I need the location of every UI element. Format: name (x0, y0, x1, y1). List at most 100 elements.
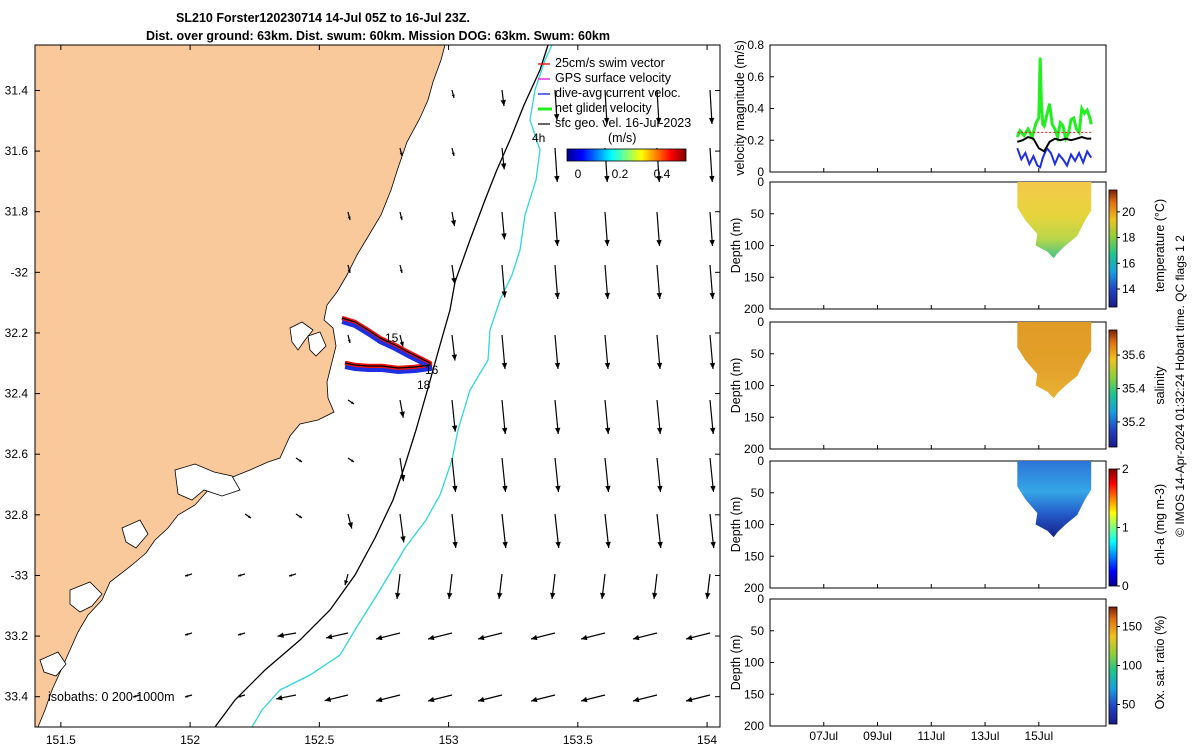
map-legend: 25cm/s swim vector GPS surface velocity … (538, 56, 691, 130)
velocity-series (1015, 57, 1093, 169)
velocity-arrow (399, 457, 406, 482)
depth-tick-label: 100 (744, 656, 764, 670)
depth-tick-label: 200 (744, 442, 764, 456)
velocity-arrow (244, 513, 252, 519)
time-label: 18 (417, 378, 431, 392)
depth-tick-label: 150 (744, 549, 764, 563)
legend-swim-vector: 25cm/s swim vector (555, 56, 665, 70)
velocity-arrow (500, 147, 507, 170)
velocity-arrow (580, 694, 606, 703)
velocity-arrow (344, 573, 349, 586)
colorbar-tick-label: 20 (1122, 205, 1136, 219)
depth-axis-label: Depth (m) (729, 358, 743, 414)
credit-text: © IMOS 14-Apr-2024 01:32:24 Hobart time.… (1173, 235, 1187, 537)
colorbar-tick-label: 35.2 (1122, 415, 1146, 429)
salinity-panel: 0 50 100 150 200 Depth (m) 35.6 35.4 35.2 salinit… (729, 315, 1167, 456)
map-ytick-label: -33 (11, 568, 29, 582)
map-ytick-label: 31.8 (5, 205, 29, 219)
velocity-arrow (184, 573, 193, 577)
velocity-arrow (325, 632, 349, 640)
velocity-arrow (632, 694, 658, 703)
velocity-series-line (1017, 135, 1092, 153)
velocity-arrow (709, 457, 716, 493)
depth-axis-label: Depth (m) (729, 497, 743, 553)
track-blue (341, 320, 432, 375)
depth-axis-label: Depth (m) (729, 635, 743, 691)
time-xtick-label: 09Jul (863, 729, 892, 743)
velocity-arrow (347, 399, 355, 405)
depth-tick-label: 0 (757, 315, 764, 329)
velocity-arrow (375, 632, 401, 641)
depth-tick-label: 200 (744, 719, 764, 733)
depth-tick-label: 0 (757, 175, 764, 189)
velocity-arrow (501, 457, 508, 493)
isobath-200m (214, 45, 549, 727)
velocity-arrow (399, 513, 406, 543)
depth-tick-label: 50 (751, 207, 765, 221)
salinity-colorbar-label: salinity (1153, 366, 1167, 405)
velocity-arrow (477, 694, 503, 703)
velocity-arrow (709, 399, 716, 435)
velocity-arrow (347, 334, 351, 344)
map-colorbar: (m/s) 0 0.2 0.4 (566, 131, 687, 181)
temperature-colorbar (1108, 189, 1118, 308)
velocity-arrow (709, 513, 716, 549)
velocity-ytick-label: 0.6 (747, 70, 764, 84)
velocity-arrow (553, 89, 560, 121)
velocity-arrow (477, 632, 503, 641)
velocity-arrow (427, 694, 453, 703)
velocity-arrow (580, 632, 606, 641)
velocity-arrow (501, 264, 507, 298)
map-axis-ticks: 151.5 152 152.5 153 153.5 154 31.4 31.6 31.8 -32 3… (5, 45, 720, 747)
depth-tick-label: 150 (744, 687, 764, 701)
velocity-arrow (451, 89, 455, 99)
chl-a-section (1017, 461, 1092, 538)
velocity-arrow (709, 211, 715, 247)
depth-tick-label: 150 (744, 270, 764, 284)
velocity-arrow (501, 399, 508, 435)
velocity-arrow (708, 89, 715, 125)
coastal-lake (39, 651, 67, 677)
title-line-2: Dist. over ground: 63km. Dist. swum: 60k… (146, 29, 610, 43)
colorbar-tick-label: 16 (1122, 256, 1136, 270)
title-line-1: SL210 Forster120230714 14-Jul 05Z to 16-… (176, 11, 470, 25)
velocity-arrow (685, 694, 711, 703)
coastal-lake (289, 321, 314, 351)
map-xtick-label: 153.5 (563, 733, 593, 747)
map-ytick-label: 32.8 (5, 508, 29, 522)
velocity-arrow (554, 399, 561, 435)
velocity-arrow (550, 573, 556, 600)
map-ytick-label: 32.2 (5, 326, 29, 340)
velocity-arrow (237, 632, 246, 636)
map-ytick-label: -32 (11, 265, 29, 279)
coastal-lake (121, 519, 149, 549)
velocity-arrow (450, 211, 457, 227)
velocity-arrow (237, 694, 246, 698)
velocity-arrow (447, 573, 453, 600)
depth-tick-label: 100 (744, 239, 764, 253)
map-ytick-label: 31.4 (5, 83, 29, 97)
colorbar-tick-label: 0 (1122, 579, 1129, 593)
velocity-arrow (656, 513, 663, 549)
velocity-ytick-label: 0.2 (747, 133, 764, 147)
velocity-arrow (685, 632, 711, 641)
map-xtick-label: 151.5 (46, 733, 76, 747)
colorbar-unit: (m/s) (608, 131, 636, 145)
velocity-arrow (554, 211, 560, 247)
velocity-arrow (375, 694, 401, 703)
velocity-arrow (275, 694, 297, 701)
velocity-arrow (324, 694, 349, 702)
velocity-arrow (604, 513, 611, 549)
map-xtick-label: 153 (439, 733, 459, 747)
colorbar-tick-label: 1 (1122, 521, 1129, 535)
depth-tick-label: 50 (751, 486, 765, 500)
velocity-arrow (399, 211, 403, 221)
velocity-ytick-label: 0.8 (747, 38, 764, 52)
oxygen-colorbar (1108, 606, 1118, 725)
oxygen-colorbar-label: Ox. sat. ratio (%) (1153, 616, 1167, 710)
map-panel: 151.5 152 152.5 153 153.5 154 31.4 31.6 31.8 -32 3… (5, 44, 721, 747)
time-xtick-label: 13Jul (971, 729, 1000, 743)
velocity-arrow (603, 89, 610, 125)
velocity-arrow (655, 89, 662, 125)
